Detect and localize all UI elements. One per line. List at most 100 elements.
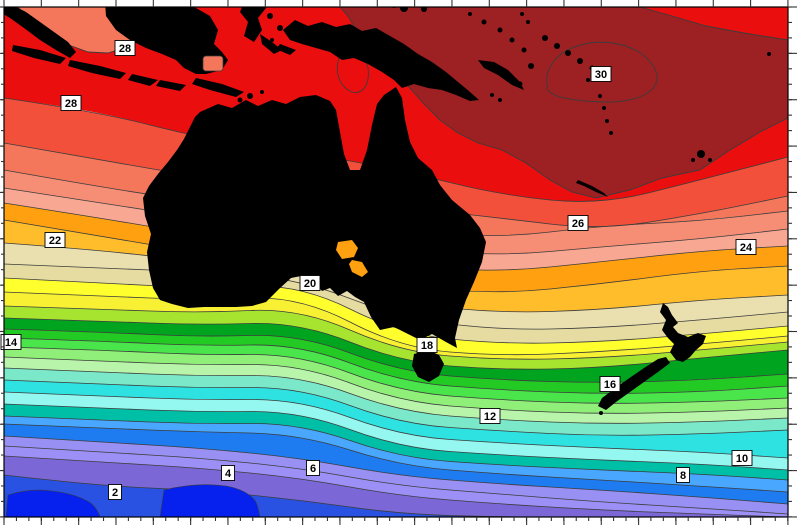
- contour-label-text: 8: [680, 470, 686, 482]
- nz-north-island: [660, 303, 706, 362]
- contour-label-text: 6: [310, 463, 316, 475]
- lake-torrens: [349, 260, 368, 277]
- contour-label-text: 4: [225, 468, 232, 480]
- contour-label-box: [590, 66, 612, 82]
- band-14-15: [4, 338, 788, 404]
- contour-label-text: 14: [5, 337, 18, 349]
- contour-label-28: 28: [114, 40, 136, 56]
- contour-label-box: [731, 450, 753, 466]
- band-9-10: [4, 392, 788, 470]
- lesser-sunda-island-2: [128, 74, 158, 86]
- contour-line-18: [4, 305, 788, 360]
- band-22-23: [4, 220, 788, 312]
- contour-label-box: [0, 334, 22, 350]
- map-frame: [3, 6, 789, 518]
- contour-label-box: [735, 239, 757, 255]
- band-5-6: [4, 436, 788, 514]
- contour-label-16: 16: [599, 376, 621, 392]
- contour-label-box: [221, 465, 235, 481]
- contour-line-11: [4, 379, 788, 436]
- new-guinea-landmass: [283, 20, 479, 101]
- new-britain-island: [478, 60, 524, 90]
- contour-label-text: 24: [740, 242, 753, 254]
- contour-label-12: 12: [479, 408, 501, 424]
- contour-label-box: [416, 337, 438, 353]
- inland-lakes: [202, 55, 368, 277]
- contour-label-30: 30: [590, 66, 612, 82]
- contour-line-4: [4, 455, 788, 517]
- contour-label-6: 6: [306, 460, 320, 476]
- contour-line-17: [4, 317, 788, 370]
- contour-label-box: [114, 40, 136, 56]
- contour-line-2: [4, 474, 788, 517]
- contour-label-box: [60, 95, 82, 111]
- java-island: [12, 45, 66, 64]
- contour-line-12: [4, 367, 788, 424]
- contour-label-text: 28: [65, 98, 77, 110]
- contour-label-text: 28: [119, 43, 131, 55]
- contour-label-box: [306, 460, 320, 476]
- contour-label-18: 18: [416, 337, 438, 353]
- contour-label-26: 26: [567, 215, 589, 231]
- band-18-19: [4, 292, 788, 360]
- contour-line-5: [4, 445, 788, 515]
- sulawesi-island: [240, 7, 266, 42]
- contour-label-4: 4: [221, 465, 235, 481]
- contour-label-box: [567, 215, 589, 231]
- sumatra-island: [4, 7, 76, 58]
- contour-label-box: [676, 467, 690, 483]
- lesser-sunda-island-1: [68, 60, 126, 79]
- band-6-7: [4, 424, 788, 504]
- contour-labels: 28 28 30 26 24 22 20 18 16 14 12 10 8 6 4 2: [0, 40, 757, 500]
- contour-label-24: 24: [735, 239, 757, 255]
- band-16-17: [4, 318, 788, 383]
- band-11-12: [4, 368, 788, 436]
- contour-label-text: 20: [304, 278, 316, 290]
- contour-label-8: 8: [676, 467, 690, 483]
- band-23-24: [4, 203, 788, 292]
- band-10-11: [4, 380, 788, 458]
- new-caledonia-island: [576, 180, 608, 197]
- nz-south-island: [598, 357, 670, 410]
- contour-label-28: 28: [60, 95, 82, 111]
- contour-label-box: [479, 408, 501, 424]
- small-islands: [34, 7, 771, 415]
- contour-label-box: [108, 484, 122, 500]
- timor-island: [192, 78, 244, 97]
- lake-eyre: [336, 240, 358, 259]
- contour-line-13: [4, 356, 788, 414]
- band-25-26: [4, 170, 788, 254]
- contour-label-text: 10: [736, 453, 748, 465]
- band-2-4: [4, 456, 788, 517]
- flores-island: [156, 80, 186, 91]
- band-12-13: [4, 357, 788, 424]
- contour-label-box: [299, 275, 321, 291]
- tasmania-landmass: [412, 350, 444, 382]
- borneo-lake: [202, 55, 224, 72]
- contour-label-20: 20: [299, 275, 321, 291]
- contour-line-9: [4, 403, 788, 471]
- cold-pools: [5, 484, 261, 517]
- contour-label-text: 2: [112, 487, 118, 499]
- contour-line-10: [4, 391, 788, 459]
- contour-label-22: 22: [44, 232, 66, 248]
- contour-line-7: [4, 423, 788, 493]
- contour-label-text: 12: [484, 411, 496, 423]
- contour-line-14: [4, 346, 788, 404]
- contour-label-14: 14: [0, 334, 22, 350]
- cold-pool-west: [5, 489, 101, 517]
- contour-line-8: [4, 415, 788, 481]
- cold-pool-east: [159, 484, 261, 517]
- contour-label-text: 30: [595, 69, 607, 81]
- contour-label-2: 2: [108, 484, 122, 500]
- band-17-18: [4, 306, 788, 370]
- contour-label-10: 10: [731, 450, 753, 466]
- contour-label-text: 16: [604, 379, 616, 391]
- borneo-island: [105, 7, 228, 74]
- australia-landmass: [143, 87, 486, 348]
- band-24-25: [4, 188, 788, 271]
- contour-line-15: [4, 337, 788, 394]
